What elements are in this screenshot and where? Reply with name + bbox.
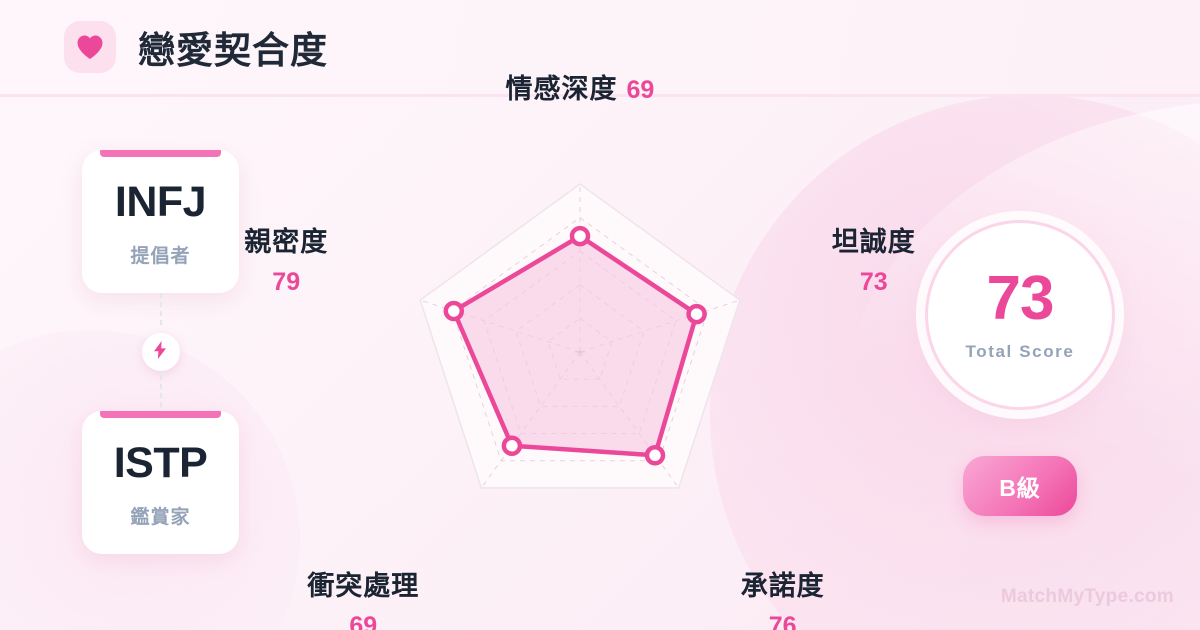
axis-label-4: 親密度 79 xyxy=(244,220,328,297)
axis-value-0: 69 xyxy=(626,76,655,104)
page-title: 戀愛契合度 xyxy=(138,30,328,71)
type-name-first: 提倡者 xyxy=(130,246,191,267)
card-accent-bar xyxy=(100,150,221,157)
total-score-value: 73 xyxy=(986,264,1055,333)
connector-line-top xyxy=(159,293,162,329)
card-accent-bar xyxy=(100,411,221,418)
axis-label-0: 情感深度 69 xyxy=(506,67,655,106)
logo-badge xyxy=(64,21,116,73)
axis-name-0: 情感深度 xyxy=(505,74,618,104)
axis-name-2: 承諾度 xyxy=(740,570,825,601)
axis-label-3: 衝突處理 69 xyxy=(307,564,419,630)
type-card-second[interactable]: ISTP 鑑賞家 xyxy=(82,411,239,554)
type-connector xyxy=(82,293,239,411)
radar-chart: 情感深度 69 坦誠度 73 承諾度 76 衝突處理 69 親密度 79 xyxy=(244,74,915,630)
score-panel: 73 Total Score B級 xyxy=(925,220,1115,516)
heart-icon xyxy=(76,34,104,60)
axis-value-3: 69 xyxy=(349,611,378,630)
connector-line-bottom xyxy=(159,375,162,411)
header-bar: 戀愛契合度 xyxy=(0,0,1200,97)
axis-name-3: 衝突處理 xyxy=(307,570,420,601)
type-name-second: 鑑賞家 xyxy=(130,507,191,528)
type-code-first: INFJ xyxy=(114,178,207,226)
type-pair: INFJ 提倡者 ISTP 鑑賞家 xyxy=(82,150,239,554)
watermark: MatchMyType.com xyxy=(1000,586,1174,607)
type-code-second: ISTP xyxy=(113,439,208,487)
total-score-ring: 73 Total Score xyxy=(925,220,1115,410)
radar-chart-svg xyxy=(419,183,741,489)
connector-badge xyxy=(141,333,180,371)
axis-value-4: 79 xyxy=(272,267,301,296)
lightning-bolt-icon xyxy=(154,340,167,364)
axis-name-1: 坦誠度 xyxy=(831,226,916,257)
total-score-caption: Total Score xyxy=(965,342,1075,361)
axis-value-1: 73 xyxy=(859,267,888,296)
axis-name-4: 親密度 xyxy=(244,226,329,257)
axis-label-2: 承諾度 76 xyxy=(741,564,825,630)
type-card-first[interactable]: INFJ 提倡者 xyxy=(82,150,239,293)
axis-label-1: 坦誠度 73 xyxy=(832,220,916,297)
grade-badge: B級 xyxy=(963,456,1077,516)
axis-value-2: 76 xyxy=(768,611,797,630)
